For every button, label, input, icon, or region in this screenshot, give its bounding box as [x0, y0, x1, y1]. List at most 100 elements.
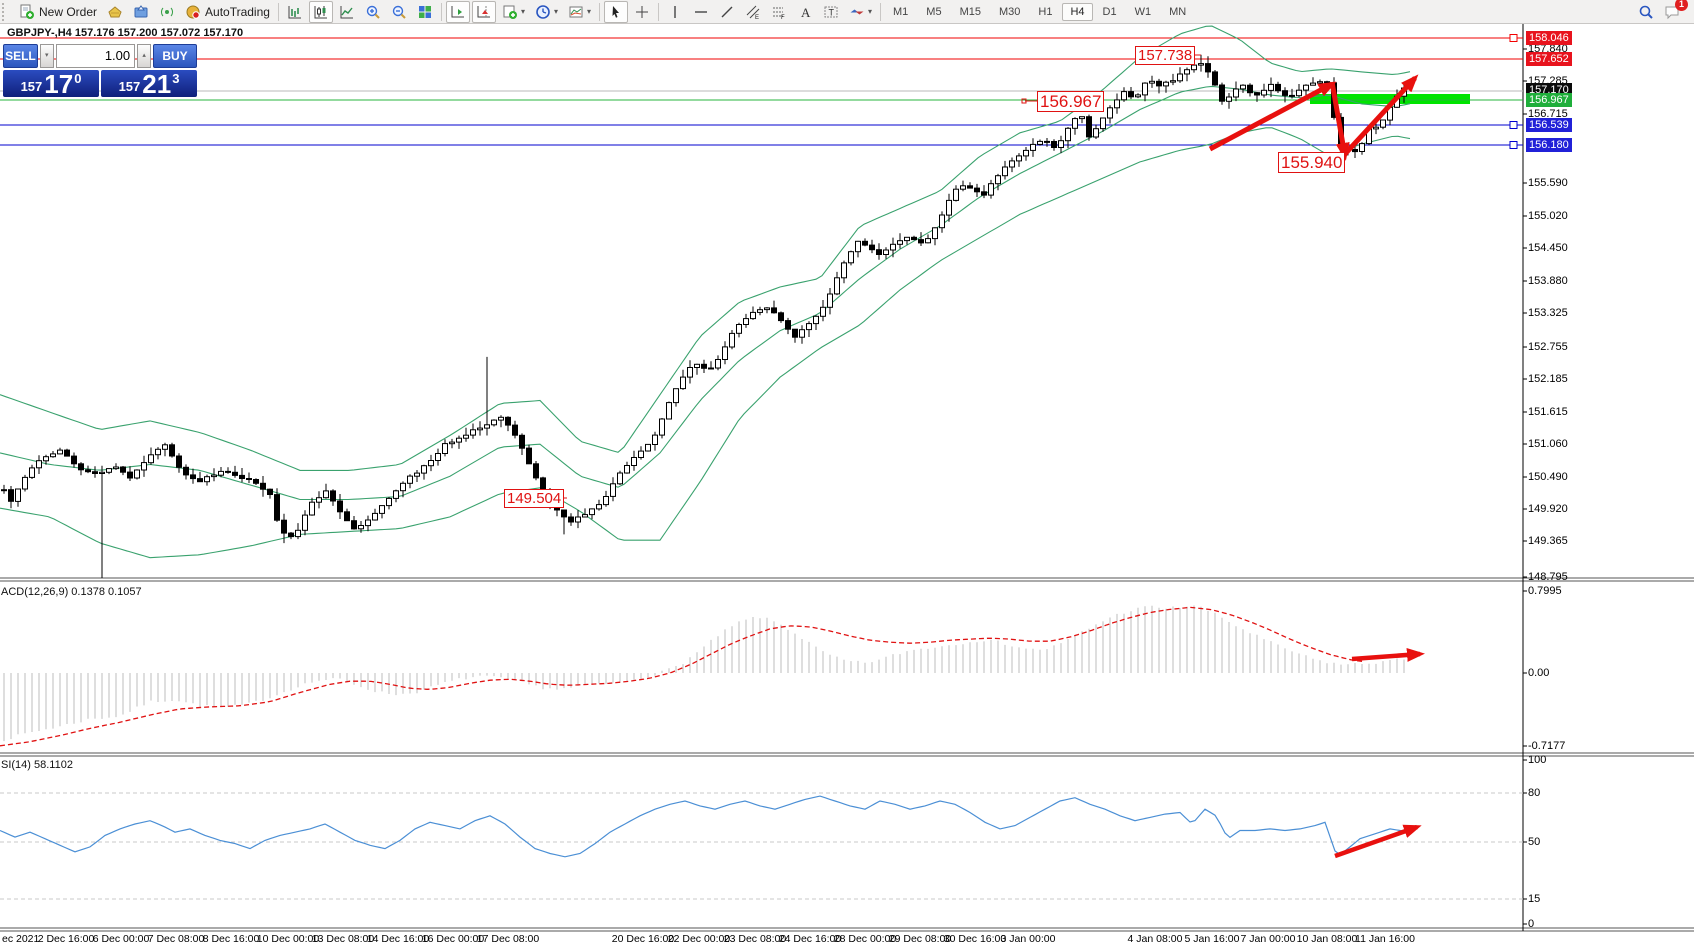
zoom-out-button[interactable]	[387, 1, 411, 23]
rsi-tick-label: 50	[1528, 836, 1541, 848]
price-tick-label: 149.365	[1528, 535, 1568, 547]
timeframe-h1-button[interactable]: H1	[1038, 5, 1053, 18]
text-label-button[interactable]: T	[819, 1, 843, 23]
horizontal-line-icon	[695, 10, 707, 13]
timeframe-h4-button[interactable]: H4	[1062, 2, 1093, 21]
toolbar-grip[interactable]	[2, 2, 12, 21]
svg-text:A: A	[801, 5, 811, 20]
price-level-badge: 156.180	[1526, 138, 1572, 152]
price-callout[interactable]: 157.738	[1135, 46, 1196, 65]
time-axis-label: 30 Dec 16:00	[943, 933, 1007, 945]
rsi-tick-label: 100	[1528, 754, 1547, 766]
autotrading-button[interactable]: AutoTrading	[181, 1, 274, 23]
channel-icon: E	[746, 5, 760, 20]
new-order-button[interactable]: New Order	[15, 1, 101, 23]
publish-chart-icon	[134, 4, 148, 17]
svg-text:F: F	[781, 15, 785, 20]
time-axis-label: 2 Dec 16:00	[37, 933, 95, 945]
deposit-button[interactable]	[103, 1, 127, 23]
autotrading-button-label: AutoTrading	[205, 4, 270, 19]
bar-chart-icon	[288, 5, 301, 18]
timeframe-m5-button[interactable]: M5	[926, 5, 942, 18]
bid-price[interactable]: 157 17 0	[3, 70, 99, 97]
price-tick-label: 153.325	[1528, 307, 1568, 319]
crosshair-icon	[636, 5, 648, 18]
templates-button[interactable]: ▾	[564, 1, 595, 23]
horizontal-line-button[interactable]	[689, 1, 713, 23]
volume-input[interactable]: 1.00	[55, 44, 136, 68]
dropdown-arrow-icon[interactable]: ▾	[868, 7, 873, 16]
text-label-icon: T	[824, 6, 838, 17]
periods-button[interactable]: ▾	[531, 1, 562, 23]
price-tick-label: 151.615	[1528, 406, 1568, 418]
search-icon	[1639, 5, 1653, 19]
tile-windows-button[interactable]	[413, 1, 437, 23]
publish-chart-button[interactable]	[129, 1, 153, 23]
autoscroll-button[interactable]	[445, 0, 470, 23]
chart-shift-icon	[477, 5, 490, 17]
price-level-badge: 156.539	[1526, 118, 1572, 132]
time-axis-label: 14 Dec 16:00	[366, 933, 430, 945]
signals-button[interactable]	[155, 1, 179, 23]
crosshair-button[interactable]	[630, 1, 654, 23]
volume-increase-button[interactable]: ▴	[137, 44, 152, 68]
sell-button[interactable]: SELL	[3, 44, 38, 68]
timeframe-mn-button[interactable]: MN	[1169, 5, 1187, 18]
autoscroll-icon	[451, 5, 464, 17]
price-tick-label: 148.795	[1528, 571, 1568, 583]
ask-price[interactable]: 157 21 3	[101, 70, 197, 97]
line-chart-button[interactable]	[335, 1, 359, 23]
trendline-button[interactable]	[715, 1, 739, 23]
autotrading-icon	[186, 5, 200, 19]
text-button[interactable]: A	[793, 1, 817, 23]
cursor-button[interactable]	[604, 0, 628, 23]
time-axis-label: 7 Dec 08:00	[147, 933, 205, 945]
fibonacci-button[interactable]: F	[767, 1, 791, 23]
candlestick-button[interactable]	[308, 0, 333, 23]
cursor-icon	[612, 5, 619, 18]
volume-decrease-button[interactable]: ▾	[39, 44, 54, 68]
price-tick-label: 152.185	[1528, 373, 1568, 385]
toolbar-separator	[880, 2, 882, 21]
timeframe-w1-button[interactable]: W1	[1134, 5, 1152, 18]
periods-icon	[536, 4, 550, 19]
ask-pipette: 3	[172, 71, 180, 86]
time-axis-label: 7 Jan 00:00	[1240, 933, 1296, 945]
candlestick-icon	[314, 5, 327, 18]
price-callout[interactable]: 156.967	[1037, 91, 1105, 112]
chart-shift-button[interactable]	[471, 0, 496, 23]
notifications-button[interactable]: 1	[1660, 0, 1688, 23]
timeframe-m15-button[interactable]: M15	[959, 5, 981, 18]
svg-text:T: T	[829, 7, 835, 17]
rsi-tick-label: 80	[1528, 787, 1541, 799]
price-tick-label: 150.490	[1528, 471, 1568, 483]
timeframe-d1-button[interactable]: D1	[1102, 5, 1117, 18]
rsi-label: SI(14) 58.1102	[1, 759, 73, 771]
toolbar-separator	[599, 2, 600, 21]
bar-chart-button[interactable]	[283, 1, 307, 23]
new-chart-button[interactable]: ▾	[498, 1, 529, 23]
search-button[interactable]	[1634, 1, 1658, 23]
price-callout[interactable]: 155.940	[1278, 152, 1346, 173]
macd-tick-label: -0.7177	[1528, 740, 1566, 752]
timeframe-m1-button[interactable]: M1	[893, 5, 909, 18]
price-callout[interactable]: 149.504	[504, 489, 565, 508]
price-tick-label: 151.060	[1528, 438, 1568, 450]
line-chart-icon	[340, 5, 353, 18]
dropdown-arrow-icon[interactable]: ▾	[586, 7, 591, 16]
timeframe-m30-button[interactable]: M30	[998, 5, 1021, 18]
dropdown-arrow-icon[interactable]: ▾	[520, 7, 525, 16]
trendline-icon	[721, 6, 733, 17]
arrows-tool-button[interactable]: ▾	[845, 1, 876, 23]
dropdown-arrow-icon[interactable]: ▾	[553, 7, 558, 16]
zoom-in-icon	[366, 5, 380, 19]
bid-pipette: 0	[74, 71, 82, 86]
channel-button[interactable]: E	[741, 1, 765, 23]
vertical-line-button[interactable]	[663, 1, 687, 23]
rsi-tick-label: 0	[1528, 918, 1535, 930]
buy-button[interactable]: BUY	[153, 44, 198, 68]
zoom-in-button[interactable]	[361, 1, 385, 23]
price-tick-label: 149.920	[1528, 503, 1568, 515]
